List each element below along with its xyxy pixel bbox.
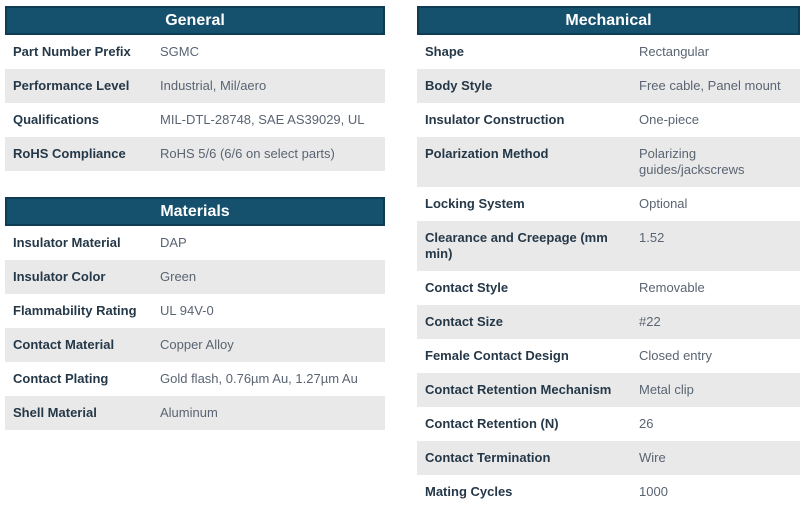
row-label: Shell Material — [13, 405, 97, 420]
left-column: General Part Number Prefix SGMC Performanc… — [5, 6, 385, 508]
table-row: Contact Size #22 — [417, 305, 800, 339]
row-value: Polarizing guides/jackscrews — [639, 146, 745, 177]
row-value: Copper Alloy — [160, 337, 234, 352]
row-value: Wire — [639, 450, 666, 465]
table-row: Shape Rectangular — [417, 35, 800, 69]
row-label: Contact Material — [13, 337, 115, 352]
mechanical-table: Mechanical Shape Rectangular Body Style Fre… — [417, 6, 800, 508]
table-row: Female Contact Design Closed entry — [417, 339, 800, 373]
row-label: Clearance and Creepage (mm min) — [425, 230, 608, 261]
row-label: RoHS Compliance — [13, 146, 126, 161]
row-value: 26 — [639, 416, 654, 431]
general-table: General Part Number Prefix SGMC Performanc… — [5, 6, 385, 171]
row-value: DAP — [160, 235, 187, 250]
row-label: Insulator Material — [13, 235, 121, 250]
row-label: Insulator Color — [13, 269, 106, 284]
table-row: Flammability Rating UL 94V-0 — [5, 294, 385, 328]
row-label: Mating Cycles — [425, 484, 513, 499]
table-row: Polarization Method Polarizing guides/jac… — [417, 137, 800, 187]
general-table-header: General — [5, 6, 385, 35]
table-row: RoHS Compliance RoHS 5/6 (6/6 on select p… — [5, 137, 385, 171]
table-row: Qualifications MIL-DTL-28748, SAE AS39029… — [5, 103, 385, 137]
row-label: Contact Size — [425, 314, 504, 329]
row-value: Free cable, Panel mount — [639, 78, 781, 93]
table-row: Contact Retention (N) 26 — [417, 407, 800, 441]
row-value: #22 — [639, 314, 661, 329]
table-row: Locking System Optional — [417, 187, 800, 221]
table-row: Body Style Free cable, Panel mount — [417, 69, 800, 103]
row-label: Part Number Prefix — [13, 44, 131, 59]
row-value: Aluminum — [160, 405, 218, 420]
table-row: Contact Material Copper Alloy — [5, 328, 385, 362]
row-label: Contact Retention (N) — [425, 416, 559, 431]
table-row: Performance Level Industrial, Mil/aero — [5, 69, 385, 103]
table-row: Contact Retention Mechanism Metal clip — [417, 373, 800, 407]
right-column: Mechanical Shape Rectangular Body Style Fre… — [417, 6, 800, 508]
row-value: MIL-DTL-28748, SAE AS39029, UL — [160, 112, 365, 127]
table-row: Insulator Construction One-piece — [417, 103, 800, 137]
row-label: Flammability Rating — [13, 303, 137, 318]
row-label: Performance Level — [13, 78, 130, 93]
row-value: One-piece — [639, 112, 699, 127]
row-value: 1000 — [639, 484, 668, 499]
materials-table-header: Materials — [5, 197, 385, 226]
table-row: Mating Cycles 1000 — [417, 475, 800, 508]
table-row: Clearance and Creepage (mm min) 1.52 — [417, 221, 800, 271]
row-label: Shape — [425, 44, 465, 59]
table-row: Contact Plating Gold flash, 0.76µm Au, 1.… — [5, 362, 385, 396]
row-value: 1.52 — [639, 230, 665, 245]
materials-table: Materials Insulator Material DAP Insulator… — [5, 197, 385, 430]
row-value: Gold flash, 0.76µm Au, 1.27µm Au — [160, 371, 358, 386]
table-row: Contact Termination Wire — [417, 441, 800, 475]
row-value: Metal clip — [639, 382, 694, 397]
table-row: Insulator Material DAP — [5, 226, 385, 260]
row-label: Polarization Method — [425, 146, 549, 161]
row-label: Insulator Construction — [425, 112, 565, 127]
row-value: Rectangular — [639, 44, 710, 59]
row-value: RoHS 5/6 (6/6 on select parts) — [160, 146, 335, 161]
row-label: Locking System — [425, 196, 525, 211]
row-value: UL 94V-0 — [160, 303, 214, 318]
materials-table-body: Insulator Material DAP Insulator Color Gree… — [5, 226, 385, 430]
mechanical-table-body: Shape Rectangular Body Style Free cable, Pa… — [417, 35, 800, 508]
general-table-body: Part Number Prefix SGMC Performance Level I… — [5, 35, 385, 171]
row-label: Contact Termination — [425, 450, 551, 465]
row-label: Female Contact Design — [425, 348, 569, 363]
table-row: Contact Style Removable — [417, 271, 800, 305]
row-label: Contact Retention Mechanism — [425, 382, 612, 397]
row-label: Contact Style — [425, 280, 509, 295]
mechanical-table-header: Mechanical — [417, 6, 800, 35]
row-label: Qualifications — [13, 112, 99, 127]
row-value: Green — [160, 269, 197, 284]
row-label: Body Style — [425, 78, 493, 93]
row-value: Removable — [639, 280, 705, 295]
row-value: SGMC — [160, 44, 199, 59]
row-value: Optional — [639, 196, 688, 211]
row-label: Contact Plating — [13, 371, 109, 386]
row-value: Closed entry — [639, 348, 712, 363]
table-row: Part Number Prefix SGMC — [5, 35, 385, 69]
row-value: Industrial, Mil/aero — [160, 78, 267, 93]
table-row: Insulator Color Green — [5, 260, 385, 294]
table-row: Shell Material Aluminum — [5, 396, 385, 430]
